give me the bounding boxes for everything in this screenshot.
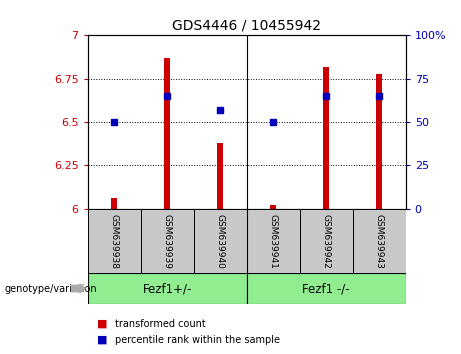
Bar (88, 273, 247, 304)
Bar (247, 273, 406, 304)
Text: ■: ■ (97, 319, 107, 329)
Bar (247, 209, 300, 273)
Text: transformed count: transformed count (115, 319, 206, 329)
Text: genotype/variation: genotype/variation (5, 284, 97, 293)
Bar (323, 67, 329, 209)
Bar (88, 209, 141, 273)
Bar (300, 209, 353, 273)
Text: GSM639943: GSM639943 (375, 214, 384, 269)
Text: GSM639942: GSM639942 (322, 214, 331, 269)
Bar (164, 58, 170, 209)
Text: Fezf1+/-: Fezf1+/- (142, 282, 192, 295)
Bar (353, 209, 406, 273)
Text: GSM639940: GSM639940 (216, 214, 225, 269)
Bar (376, 74, 382, 209)
Bar (217, 143, 223, 209)
Text: ■: ■ (97, 335, 107, 345)
Bar (141, 209, 194, 273)
Text: percentile rank within the sample: percentile rank within the sample (115, 335, 280, 345)
Bar (194, 209, 247, 273)
Bar (111, 199, 117, 209)
Text: GSM639938: GSM639938 (110, 214, 118, 269)
Text: GSM639941: GSM639941 (269, 214, 278, 269)
Title: GDS4446 / 10455942: GDS4446 / 10455942 (172, 19, 321, 33)
Text: Fezf1 -/-: Fezf1 -/- (302, 282, 350, 295)
Text: GSM639939: GSM639939 (163, 214, 171, 269)
Bar (270, 205, 276, 209)
